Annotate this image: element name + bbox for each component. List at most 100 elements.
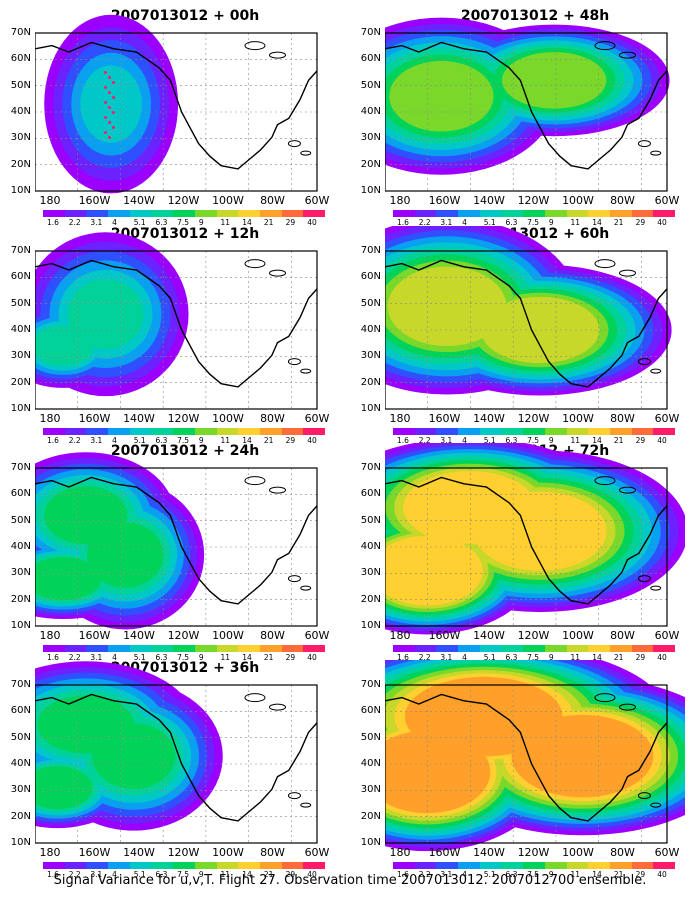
colorbar-swatch xyxy=(523,210,545,217)
colorbar-label: 6.3 xyxy=(155,870,168,879)
island-outline xyxy=(300,368,312,374)
longitude-label: 120W xyxy=(167,194,200,207)
colorbar-label: 29 xyxy=(635,436,646,445)
latitude-label: 30N xyxy=(10,132,31,144)
longitude-label: 140W xyxy=(123,412,155,425)
colorbar-swatch xyxy=(303,862,325,869)
colorbar-labels: 1.6 2.2 3.1 4 5.1 6.3 7.5 9 11 14 21 29 40 xyxy=(397,218,679,227)
colorbar-swatch xyxy=(436,645,459,652)
latitude-label: 60N xyxy=(10,488,31,500)
colorbar-swatch xyxy=(173,428,195,435)
map-panel: 2007013012 + 84h70N60N50N40N30N20N10N180… xyxy=(361,660,685,879)
latitude-label: 60N xyxy=(360,271,381,283)
latitude-label: 20N xyxy=(10,376,31,388)
colorbar-swatch xyxy=(108,210,130,217)
colorbar-swatch xyxy=(108,428,130,435)
map-panel: 2007013012 + 36h 70N 60N 50N 40N 30N 20N 10N 180… xyxy=(11,660,335,879)
plot-frame xyxy=(35,467,318,627)
colorbar-label: 29 xyxy=(285,218,296,227)
variance-contour xyxy=(389,60,494,132)
observation-point xyxy=(104,101,107,104)
longitude-label: 120W xyxy=(517,412,550,425)
colorbar-swatch xyxy=(43,645,65,652)
colorbar-label: 21 xyxy=(263,218,274,227)
colorbar-swatch xyxy=(64,862,87,869)
longitude-label: 180 xyxy=(39,412,61,425)
colorbar-swatch xyxy=(64,428,87,435)
longitude-label: 80W xyxy=(610,846,635,859)
island-outline xyxy=(269,51,287,59)
colorbar-swatch xyxy=(151,645,174,652)
variance-contour xyxy=(385,730,491,814)
colorbar-swatch xyxy=(393,210,415,217)
colorbar-swatch xyxy=(458,862,480,869)
colorbar-swatch xyxy=(653,428,675,435)
colorbar-swatch xyxy=(238,862,260,869)
colorbar-label: 14 xyxy=(242,870,252,879)
colorbar-label: 9 xyxy=(548,436,554,445)
island-outline xyxy=(300,802,312,808)
longitude-label: 180 xyxy=(389,194,411,207)
island-outline xyxy=(269,269,287,277)
variance-contour xyxy=(86,522,164,588)
plot-frame xyxy=(385,467,668,627)
colorbar-swatch xyxy=(43,210,65,217)
colorbar-swatch xyxy=(43,862,65,869)
latitude-label: 30N xyxy=(10,567,31,579)
longitude-label: 100W xyxy=(212,846,244,859)
latitude-label: 10N xyxy=(10,403,31,414)
colorbar-label: 2.2 xyxy=(418,870,431,879)
colorbar-label: 6.3 xyxy=(155,218,168,227)
observation-point xyxy=(112,126,115,129)
colorbar xyxy=(43,645,325,652)
longitude-label: 120W xyxy=(517,194,550,207)
colorbar-swatch xyxy=(86,428,109,435)
colorbar xyxy=(393,210,675,217)
longitude-label: 100W xyxy=(212,412,244,425)
longitude-label: 60W xyxy=(304,629,330,642)
colorbar-label: 14 xyxy=(242,218,252,227)
panel-title: 2007013012 + 48h xyxy=(460,8,610,24)
colorbar-label: 2.2 xyxy=(68,218,81,227)
island-outline xyxy=(287,792,301,800)
variance-contour xyxy=(473,491,607,571)
colorbar-swatch xyxy=(64,210,87,217)
map-plot xyxy=(35,232,318,410)
colorbar-swatch xyxy=(544,645,567,652)
map-plot xyxy=(385,443,685,635)
map-panel: 2007013012 + 60h 70N 60N 50N 40N 30N 20N 10N 180… xyxy=(361,226,685,445)
colorbar-label: 9 xyxy=(548,653,554,662)
panel-title: 2007013012 + 12h xyxy=(110,226,260,242)
colorbar-swatch xyxy=(479,862,502,869)
longitude-label: 60W xyxy=(304,846,330,859)
latitude-label: 20N xyxy=(360,810,381,822)
colorbar-label: 40 xyxy=(307,436,317,445)
colorbar-label: 1.6 xyxy=(397,436,409,445)
colorbar-label: 6.3 xyxy=(155,436,168,445)
coastline xyxy=(35,41,318,170)
colorbar-label: 29 xyxy=(285,653,296,662)
map-panel: 2007013012 + 72h70N60N50N40N30N20N10N180… xyxy=(361,443,685,662)
latitude-label: 20N xyxy=(10,158,31,170)
colorbar-swatch xyxy=(281,428,304,435)
observation-point xyxy=(104,86,107,89)
colorbar-swatch xyxy=(194,862,217,869)
longitude-label: 60W xyxy=(654,846,680,859)
longitude-label: 60W xyxy=(304,412,330,425)
variance-contour xyxy=(80,65,142,143)
variance-contour xyxy=(385,535,483,606)
coastline xyxy=(385,259,668,388)
colorbar-swatch xyxy=(609,210,632,217)
island-outline xyxy=(619,269,637,277)
colorbar xyxy=(393,428,675,435)
colorbar-label: 9 xyxy=(198,436,204,445)
longitude-label: 120W xyxy=(167,846,200,859)
latitude-label: 20N xyxy=(10,810,31,822)
longitude-label: 160W xyxy=(428,846,461,859)
colorbar-swatch xyxy=(609,862,632,869)
latitude-label: 60N xyxy=(360,488,381,500)
observation-point xyxy=(104,71,107,74)
colorbar-swatch xyxy=(501,862,524,869)
colorbar-swatch xyxy=(151,428,174,435)
colorbar-label: 6.3 xyxy=(505,653,518,662)
